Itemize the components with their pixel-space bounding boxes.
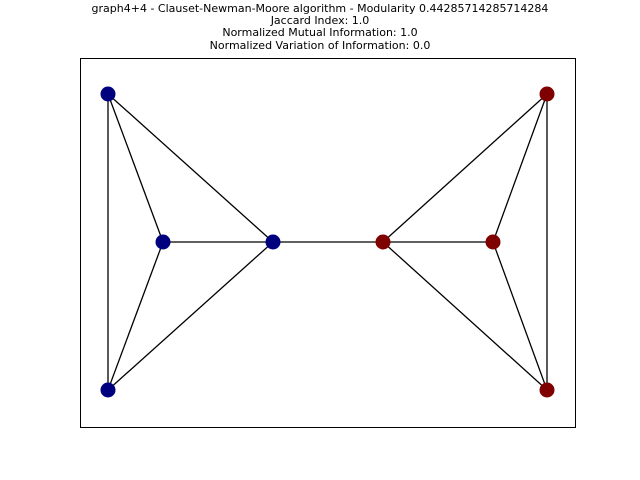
nodes-layer bbox=[100, 86, 555, 398]
node-b3 bbox=[375, 234, 391, 250]
edge-a2-a3 bbox=[107, 241, 274, 391]
title-line-1: graph4+4 - Clauset-Newman-Moore algorith… bbox=[91, 2, 549, 15]
edge-b2-b4 bbox=[492, 241, 548, 391]
node-b1 bbox=[539, 86, 555, 102]
edge-a1-a4 bbox=[107, 93, 164, 243]
title-line-3: Normalized Mutual Information: 1.0 bbox=[222, 26, 418, 40]
node-a4 bbox=[155, 234, 171, 250]
edge-a1-a3 bbox=[107, 93, 274, 243]
title-line-4: Normalized Variation of Information: 0.0 bbox=[209, 38, 431, 52]
node-b4 bbox=[485, 234, 501, 250]
edge-b3-b2 bbox=[382, 241, 548, 391]
edges-layer bbox=[107, 93, 548, 391]
title-line-2: Jaccard Index: 1.0 bbox=[270, 14, 370, 28]
plot-frame bbox=[80, 58, 576, 428]
node-a1 bbox=[100, 86, 116, 102]
node-b2 bbox=[539, 382, 555, 398]
edge-b3-b1 bbox=[382, 93, 548, 243]
edge-b1-b4 bbox=[492, 93, 548, 243]
node-a3 bbox=[265, 234, 281, 250]
figure-title: graph4+4 - Clauset-Newman-Moore algorith… bbox=[0, 2, 640, 52]
node-a2 bbox=[100, 382, 116, 398]
edge-a2-a4 bbox=[107, 241, 164, 391]
